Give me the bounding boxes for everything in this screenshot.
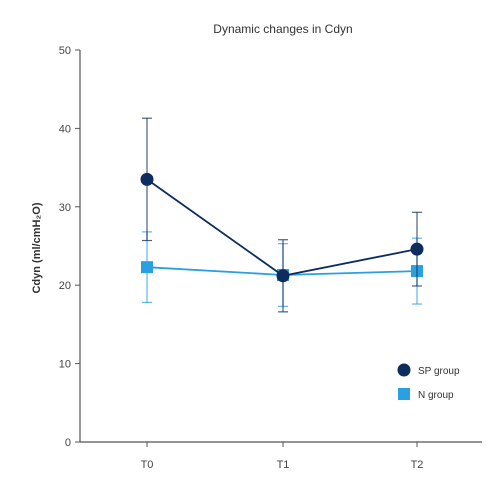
y-tick-label: 20 bbox=[59, 280, 71, 292]
y-axis-label: Cdyn (ml/cmH₂O) bbox=[31, 202, 43, 293]
legend-label: N group bbox=[418, 390, 454, 401]
data-point bbox=[276, 269, 290, 283]
data-point bbox=[410, 242, 424, 256]
y-tick-label: 30 bbox=[59, 202, 71, 214]
series-n-group bbox=[141, 231, 423, 307]
x-tick-label: T2 bbox=[411, 459, 424, 471]
series-line bbox=[146, 178, 418, 277]
x-tick-label: T1 bbox=[277, 459, 290, 471]
series-sp-group bbox=[140, 117, 424, 313]
legend-marker bbox=[397, 363, 411, 377]
y-tick-label: 50 bbox=[59, 45, 71, 57]
data-point bbox=[141, 261, 153, 274]
x-tick-label: T0 bbox=[141, 459, 154, 471]
legend-label: SP group bbox=[418, 366, 460, 377]
data-point bbox=[140, 172, 154, 186]
plot-area bbox=[140, 117, 424, 313]
y-tick-label: 0 bbox=[65, 437, 71, 449]
y-tick-label: 40 bbox=[59, 123, 71, 135]
legend-marker bbox=[398, 388, 410, 400]
y-axis: 0 10 20 30 40 50 bbox=[59, 45, 81, 449]
y-tick-label: 10 bbox=[59, 359, 71, 371]
legend: SP group N group bbox=[397, 363, 460, 401]
x-axis: T0 T1 T2 bbox=[80, 441, 482, 471]
chart-title: Dynamic changes in Cdyn bbox=[213, 22, 352, 36]
